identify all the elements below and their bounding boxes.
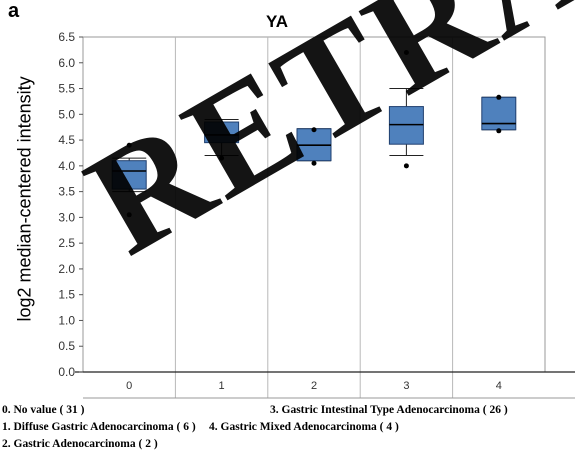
x-tick-label: 2 bbox=[311, 380, 317, 392]
y-tick-label: 1.0 bbox=[58, 313, 75, 327]
box-iqr bbox=[204, 121, 240, 144]
legend-item-0: 0. No value ( 31 ) bbox=[2, 404, 85, 416]
y-tick-label: 1.5 bbox=[58, 288, 75, 302]
y-tick-label: 3.0 bbox=[58, 210, 75, 224]
legend-item-2: 2. Gastric Adenocarcinoma ( 2 ) bbox=[2, 438, 158, 450]
y-tick-label: 4.0 bbox=[58, 159, 75, 173]
y-tick-label: 5.0 bbox=[58, 107, 75, 121]
box-outlier bbox=[496, 94, 502, 100]
box-iqr bbox=[481, 96, 517, 131]
x-tick-label: 0 bbox=[126, 380, 132, 392]
x-tick-label: 1 bbox=[219, 380, 225, 392]
box-outlier bbox=[403, 49, 409, 55]
box-outlier bbox=[219, 155, 225, 161]
y-tick-label: 6.5 bbox=[58, 30, 75, 44]
box-outlier bbox=[126, 142, 132, 148]
y-tick-label: 3.5 bbox=[58, 185, 75, 199]
y-tick-label: 0.0 bbox=[58, 365, 75, 379]
legend-item-3: 3. Gastric Intestinal Type Adenocarcinom… bbox=[270, 404, 508, 416]
x-tick-label: 3 bbox=[403, 380, 409, 392]
panel-letter: a bbox=[8, 0, 20, 22]
y-tick-label: 0.5 bbox=[58, 339, 75, 353]
y-tick-label: 2.0 bbox=[58, 262, 75, 276]
y-tick-label: 6.0 bbox=[58, 56, 75, 70]
box-outlier bbox=[496, 128, 502, 134]
y-tick-label: 5.5 bbox=[58, 82, 75, 96]
legend-item-4: 4. Gastric Mixed Adenocarcinoma ( 4 ) bbox=[209, 421, 399, 433]
y-tick-label: 4.5 bbox=[58, 133, 75, 147]
plot-frame bbox=[82, 36, 546, 373]
box-outlier bbox=[403, 163, 409, 169]
y-tick-label: 2.5 bbox=[58, 236, 75, 250]
box-outlier bbox=[126, 212, 132, 218]
x-tick-label: 4 bbox=[496, 380, 502, 392]
legend-item-1: 1. Diffuse Gastric Adenocarcinoma ( 6 ) bbox=[2, 421, 196, 433]
box-outlier bbox=[311, 160, 317, 166]
box-iqr bbox=[111, 160, 147, 190]
box-outlier bbox=[311, 127, 317, 133]
chart-title: YA bbox=[266, 12, 289, 31]
